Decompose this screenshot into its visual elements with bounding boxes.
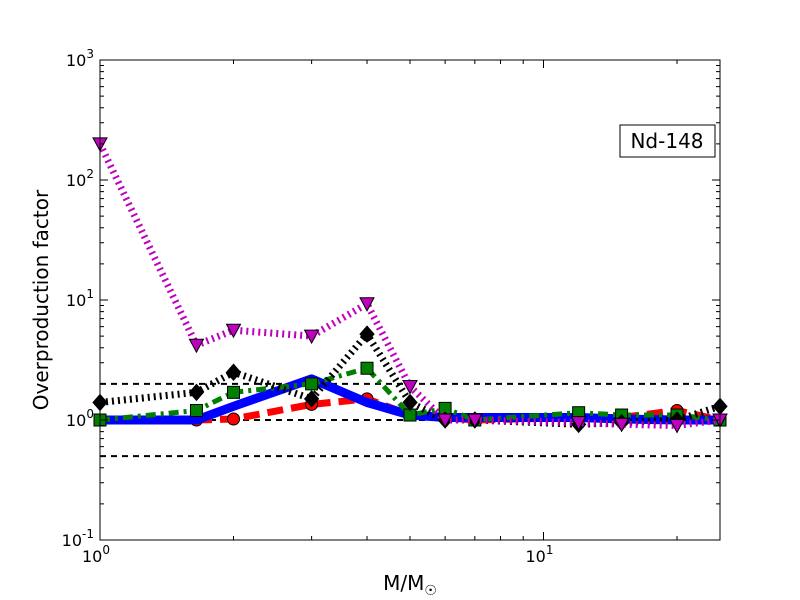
x-axis-label-sub: ☉ (424, 583, 437, 599)
plot-frame (99, 59, 721, 541)
annotation-box: Nd-148 (619, 124, 716, 158)
data-point (227, 412, 241, 426)
data-point (570, 416, 587, 431)
data-point (360, 361, 374, 375)
data-point (189, 403, 203, 417)
data-point (359, 297, 375, 312)
annotation-text: Nd-148 (630, 129, 703, 153)
x-tick-label: 100 (82, 543, 110, 566)
data-point (305, 377, 319, 391)
y-tick-label: 101 (66, 287, 94, 310)
data-point (402, 393, 418, 412)
data-point (225, 323, 242, 339)
x-axis-label: M/M☉ (383, 571, 437, 599)
y-tick-label: 10-1 (62, 527, 94, 550)
data-point (227, 385, 241, 399)
data-point (613, 417, 630, 433)
data-point (303, 390, 320, 408)
data-point (303, 329, 320, 345)
x-tick-label: 101 (526, 543, 554, 566)
series (92, 137, 728, 434)
data-point (188, 338, 205, 354)
plot-background (100, 60, 720, 540)
data-point (359, 325, 375, 343)
data-point (225, 363, 242, 382)
series-layer (92, 137, 728, 434)
series-line (96, 142, 721, 429)
y-tick-label: 103 (66, 47, 94, 70)
data-point (188, 383, 205, 402)
data-point (402, 380, 418, 395)
y-tick-label: 100 (66, 407, 94, 430)
data-point (669, 418, 685, 434)
y-axis-label: Overproduction factor (29, 189, 53, 410)
x-axis-label-main: M/M (383, 571, 424, 595)
y-tick-label: 102 (66, 167, 94, 190)
data-point (437, 413, 453, 429)
data-point (466, 413, 483, 429)
